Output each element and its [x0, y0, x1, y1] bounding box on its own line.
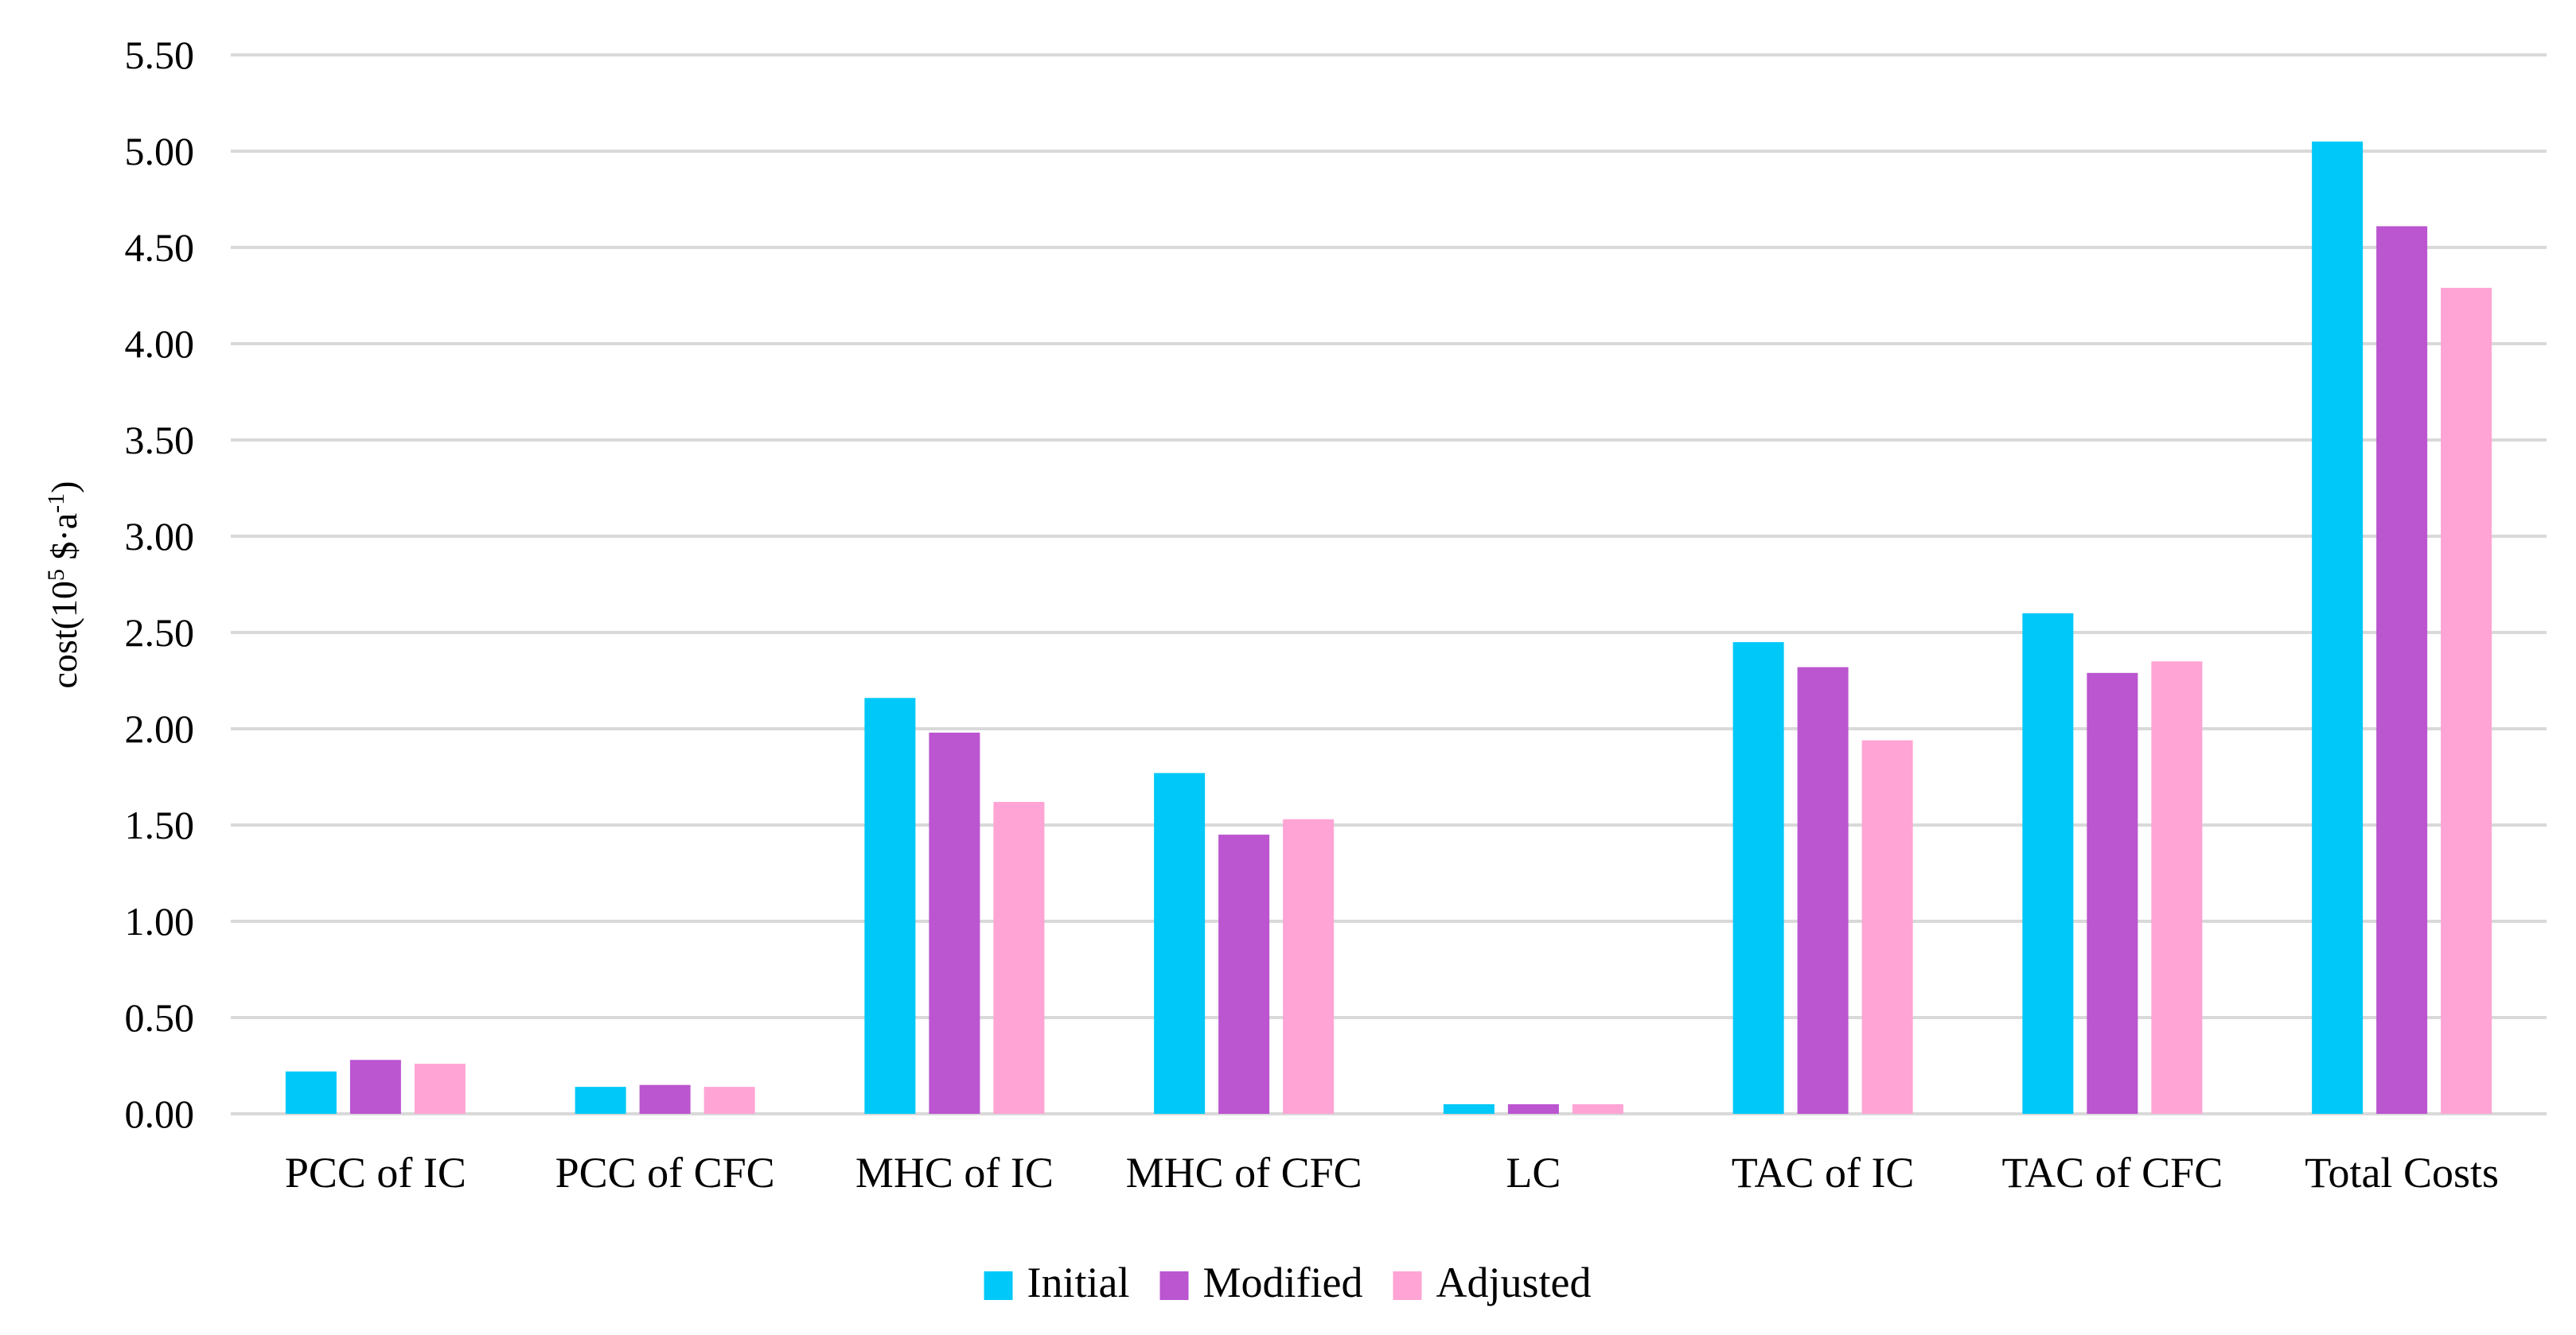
y-axis-title: cost(105 $·a-1) [43, 481, 84, 689]
bar-initial-4 [1443, 1103, 1495, 1114]
bar-adjusted-3 [1283, 819, 1335, 1114]
y-tick-label: 3.50 [125, 418, 195, 462]
legend-label-initial: Initial [1027, 1259, 1130, 1306]
bar-adjusted-2 [993, 801, 1045, 1114]
bar-adjusted-0 [414, 1064, 466, 1114]
legend: Initial Modified Adjusted [984, 1259, 1591, 1306]
x-category-label: Total Costs [2305, 1149, 2499, 1197]
y-tick-label: 1.00 [125, 899, 195, 944]
y-tick-label: 0.00 [125, 1092, 195, 1136]
legend-label-adjusted: Adjusted [1436, 1259, 1591, 1306]
x-category-label: MHC of CFC [1126, 1149, 1362, 1197]
bar-adjusted-7 [2441, 287, 2492, 1114]
x-category-label: LC [1506, 1149, 1561, 1197]
x-axis-categories: PCC of IC PCC of CFC MHC of IC MHC of CFC LC… [285, 1149, 2499, 1197]
y-tick-label: 5.00 [125, 129, 195, 173]
legend-swatch-adjusted [1393, 1271, 1422, 1300]
bar-modified-6 [2087, 672, 2138, 1114]
bar-modified-7 [2376, 226, 2428, 1114]
legend-label-modified: Modified [1202, 1259, 1362, 1306]
bar-adjusted-5 [1861, 740, 1913, 1114]
legend-swatch-initial [984, 1271, 1013, 1300]
x-category-label: TAC of IC [1732, 1149, 1915, 1197]
y-tick-label: 1.50 [125, 803, 195, 847]
x-category-label: MHC of IC [855, 1149, 1054, 1197]
y-tick-label: 4.50 [125, 225, 195, 270]
y-tick-label: 0.50 [125, 995, 195, 1040]
y-tick-label: 2.00 [125, 706, 195, 751]
bar-modified-0 [349, 1060, 401, 1114]
y-tick-label: 4.00 [125, 321, 195, 366]
legend-swatch-modified [1159, 1271, 1189, 1300]
bar-adjusted-4 [1572, 1103, 1623, 1114]
bar-modified-5 [1797, 667, 1849, 1114]
bar-initial-3 [1154, 773, 1206, 1114]
x-category-label: PCC of IC [285, 1149, 466, 1197]
bar-initial-5 [1732, 642, 1784, 1114]
bar-adjusted-1 [703, 1087, 755, 1114]
gridlines [231, 53, 2547, 1115]
bar-adjusted-6 [2151, 661, 2203, 1114]
bar-initial-1 [575, 1087, 626, 1114]
bar-modified-1 [639, 1084, 691, 1114]
bar-initial-2 [864, 698, 916, 1114]
y-tick-label: 3.00 [125, 514, 195, 559]
x-category-label: TAC of CFC [2002, 1149, 2223, 1197]
y-tick-label: 5.50 [125, 33, 195, 77]
bar-initial-6 [2022, 613, 2074, 1114]
bar-modified-2 [929, 732, 980, 1114]
y-axis-ticks: 0.00 0.50 1.00 1.50 2.00 2.50 3.00 3.50 4.00 4.50… [125, 33, 195, 1136]
x-category-label: PCC of CFC [555, 1149, 775, 1197]
bar-initial-7 [2312, 141, 2364, 1114]
bars [285, 141, 2492, 1114]
bar-modified-4 [1507, 1103, 1559, 1114]
bar-initial-0 [285, 1071, 337, 1114]
y-tick-label: 2.50 [125, 610, 195, 655]
bar-modified-3 [1218, 835, 1270, 1114]
